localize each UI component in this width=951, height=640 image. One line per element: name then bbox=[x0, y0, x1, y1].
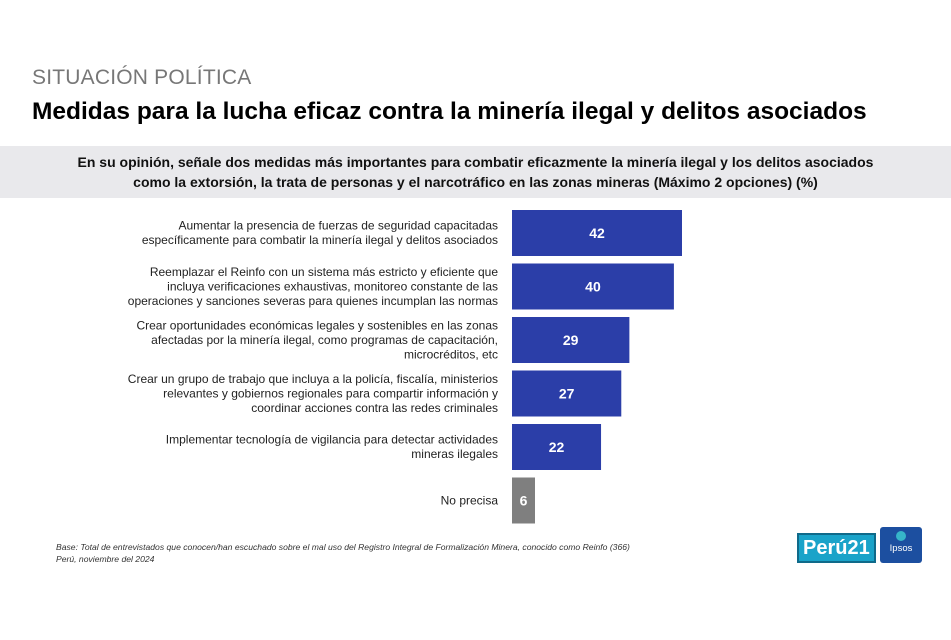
bar-value-label-3: 29 bbox=[563, 332, 579, 348]
category-label-2-line-2: incluya verificaciones exhaustivas, moni… bbox=[167, 279, 498, 293]
bar-4 bbox=[512, 370, 622, 417]
category-label-2-line-1: Reemplazar el Reinfo con un sistema más … bbox=[150, 265, 498, 279]
base-note-line-2: Perú, noviembre del 2024 bbox=[56, 554, 155, 564]
page-title: Medidas para la lucha eficaz contra la m… bbox=[32, 98, 867, 125]
bar-1 bbox=[512, 210, 682, 256]
category-label-2-line-3: operaciones y sanciones severas para qui… bbox=[128, 294, 498, 308]
category-label-1-line-1: Aumentar la presencia de fuerzas de segu… bbox=[178, 219, 498, 233]
section-kicker: SITUACIÓN POLÍTICA bbox=[32, 66, 252, 89]
bar-6 bbox=[512, 477, 535, 524]
question-line-2: como la extorsión, la trata de personas … bbox=[133, 174, 818, 190]
category-label-1-line-2: específicamente para combatir la minería… bbox=[142, 233, 498, 247]
category-label-4-line-2: relevantes y gobiernos regionales para c… bbox=[163, 386, 498, 400]
bar-value-label-2: 40 bbox=[585, 279, 601, 295]
bar-2 bbox=[512, 263, 674, 310]
bar-value-label-4: 27 bbox=[559, 386, 575, 402]
bar-chart: 42 Aumentar la presencia de fuerzas de se… bbox=[128, 210, 682, 524]
bar-value-label-1: 42 bbox=[589, 225, 605, 241]
category-label-3-line-3: microcréditos, etc bbox=[404, 347, 498, 361]
ipsos-logo-mark bbox=[896, 531, 906, 541]
bar-5 bbox=[512, 424, 602, 470]
category-label-5-line-2: mineras ilegales bbox=[411, 447, 498, 461]
ipsos-logo-text: Ipsos bbox=[889, 543, 913, 554]
category-label-3-line-1: Crear oportunidades económicas legales y… bbox=[136, 318, 498, 332]
base-note-line-1: Base: Total de entrevistados que conocen… bbox=[56, 542, 630, 552]
category-label-4-line-3: coordinar acciones contra las redes crim… bbox=[251, 401, 498, 415]
bar-value-label-6: 6 bbox=[520, 493, 528, 509]
bar-3 bbox=[512, 317, 630, 363]
base-note: Base: Total de entrevistados que conocen… bbox=[56, 541, 630, 565]
category-label-6-line-1: No precisa bbox=[441, 493, 499, 507]
peru21-logo: Perú21 bbox=[797, 533, 876, 563]
category-label-4-line-1: Crear un grupo de trabajo que incluya a … bbox=[128, 372, 498, 386]
category-label-3-line-2: afectadas por la minería ilegal, como pr… bbox=[151, 333, 498, 347]
question-text: En su opinión, señale dos medidas más im… bbox=[11, 152, 941, 192]
ipsos-logo: Ipsos bbox=[880, 527, 922, 563]
category-label-5-line-1: Implementar tecnología de vigilancia par… bbox=[166, 433, 498, 447]
question-box: En su opinión, señale dos medidas más im… bbox=[0, 146, 951, 198]
bar-value-label-5: 22 bbox=[549, 439, 565, 455]
question-line-1: En su opinión, señale dos medidas más im… bbox=[77, 154, 874, 170]
